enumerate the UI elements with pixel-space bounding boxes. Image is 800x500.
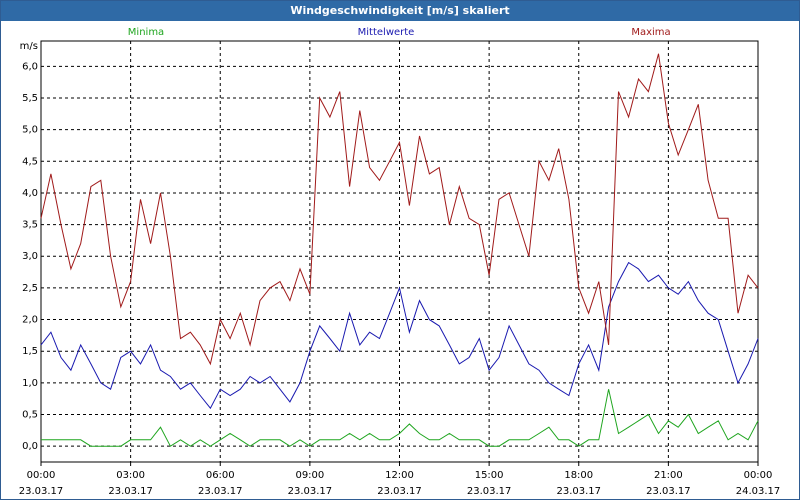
x-tick-date: 23.03.17 xyxy=(556,486,601,497)
x-tick-date: 23.03.17 xyxy=(198,486,243,497)
x-tick-time: 00:00 xyxy=(744,470,773,481)
y-tick-label: 1,5 xyxy=(22,346,38,357)
y-tick-label: 5,5 xyxy=(22,93,38,104)
x-tick-date: 23.03.17 xyxy=(646,486,691,497)
x-tick-date: 23.03.17 xyxy=(377,486,422,497)
chart-title: Windgeschwindigkeit [m/s] skaliert xyxy=(1,1,799,21)
x-tick-date: 23.03.17 xyxy=(19,486,64,497)
series-line-maxima xyxy=(40,53,759,366)
y-tick-label: 4,0 xyxy=(22,188,38,199)
x-tick-time: 12:00 xyxy=(385,470,414,481)
y-tick-label: 0,5 xyxy=(22,410,38,421)
legend-mittelwerte: Mittelwerte xyxy=(358,27,415,38)
y-tick-label: 5,0 xyxy=(22,125,38,136)
x-tick-time: 00:00 xyxy=(27,470,56,481)
x-tick-date: 23.03.17 xyxy=(467,486,512,497)
x-tick-time: 03:00 xyxy=(116,470,145,481)
y-tick-label: 0,0 xyxy=(22,441,38,452)
y-tick-label: 4,5 xyxy=(22,156,38,167)
y-tick-label: 3,5 xyxy=(22,220,38,231)
x-tick-time: 09:00 xyxy=(295,470,324,481)
series-line-mittelwerte xyxy=(40,261,759,410)
y-tick-label: 2,5 xyxy=(22,283,38,294)
y-tick-label: 6,0 xyxy=(22,61,38,72)
line-chart: 0,0 0,5 1,0 1,5 2,0 2,5 3,0 3,5 4,0 4,5 5,0 5,5 6,0 m… xyxy=(19,27,781,497)
y-tick-label: 1,0 xyxy=(22,378,38,389)
x-tick-date: 23.03.17 xyxy=(108,486,153,497)
x-tick-date: 23.03.17 xyxy=(288,486,333,497)
x-tick-time: 18:00 xyxy=(564,470,593,481)
y-tick-label: 3,0 xyxy=(22,251,38,262)
legend-maxima: Maxima xyxy=(631,27,670,38)
x-tick-time: 21:00 xyxy=(654,470,683,481)
x-tick-time: 15:00 xyxy=(475,470,504,481)
x-tick-date: 24.03.17 xyxy=(736,486,781,497)
series-line-minima xyxy=(41,389,759,447)
y-axis-label: m/s xyxy=(20,41,38,52)
legend-minima: Minima xyxy=(128,27,164,38)
y-tick-label: 2,0 xyxy=(22,315,38,326)
x-tick-time: 06:00 xyxy=(206,470,235,481)
